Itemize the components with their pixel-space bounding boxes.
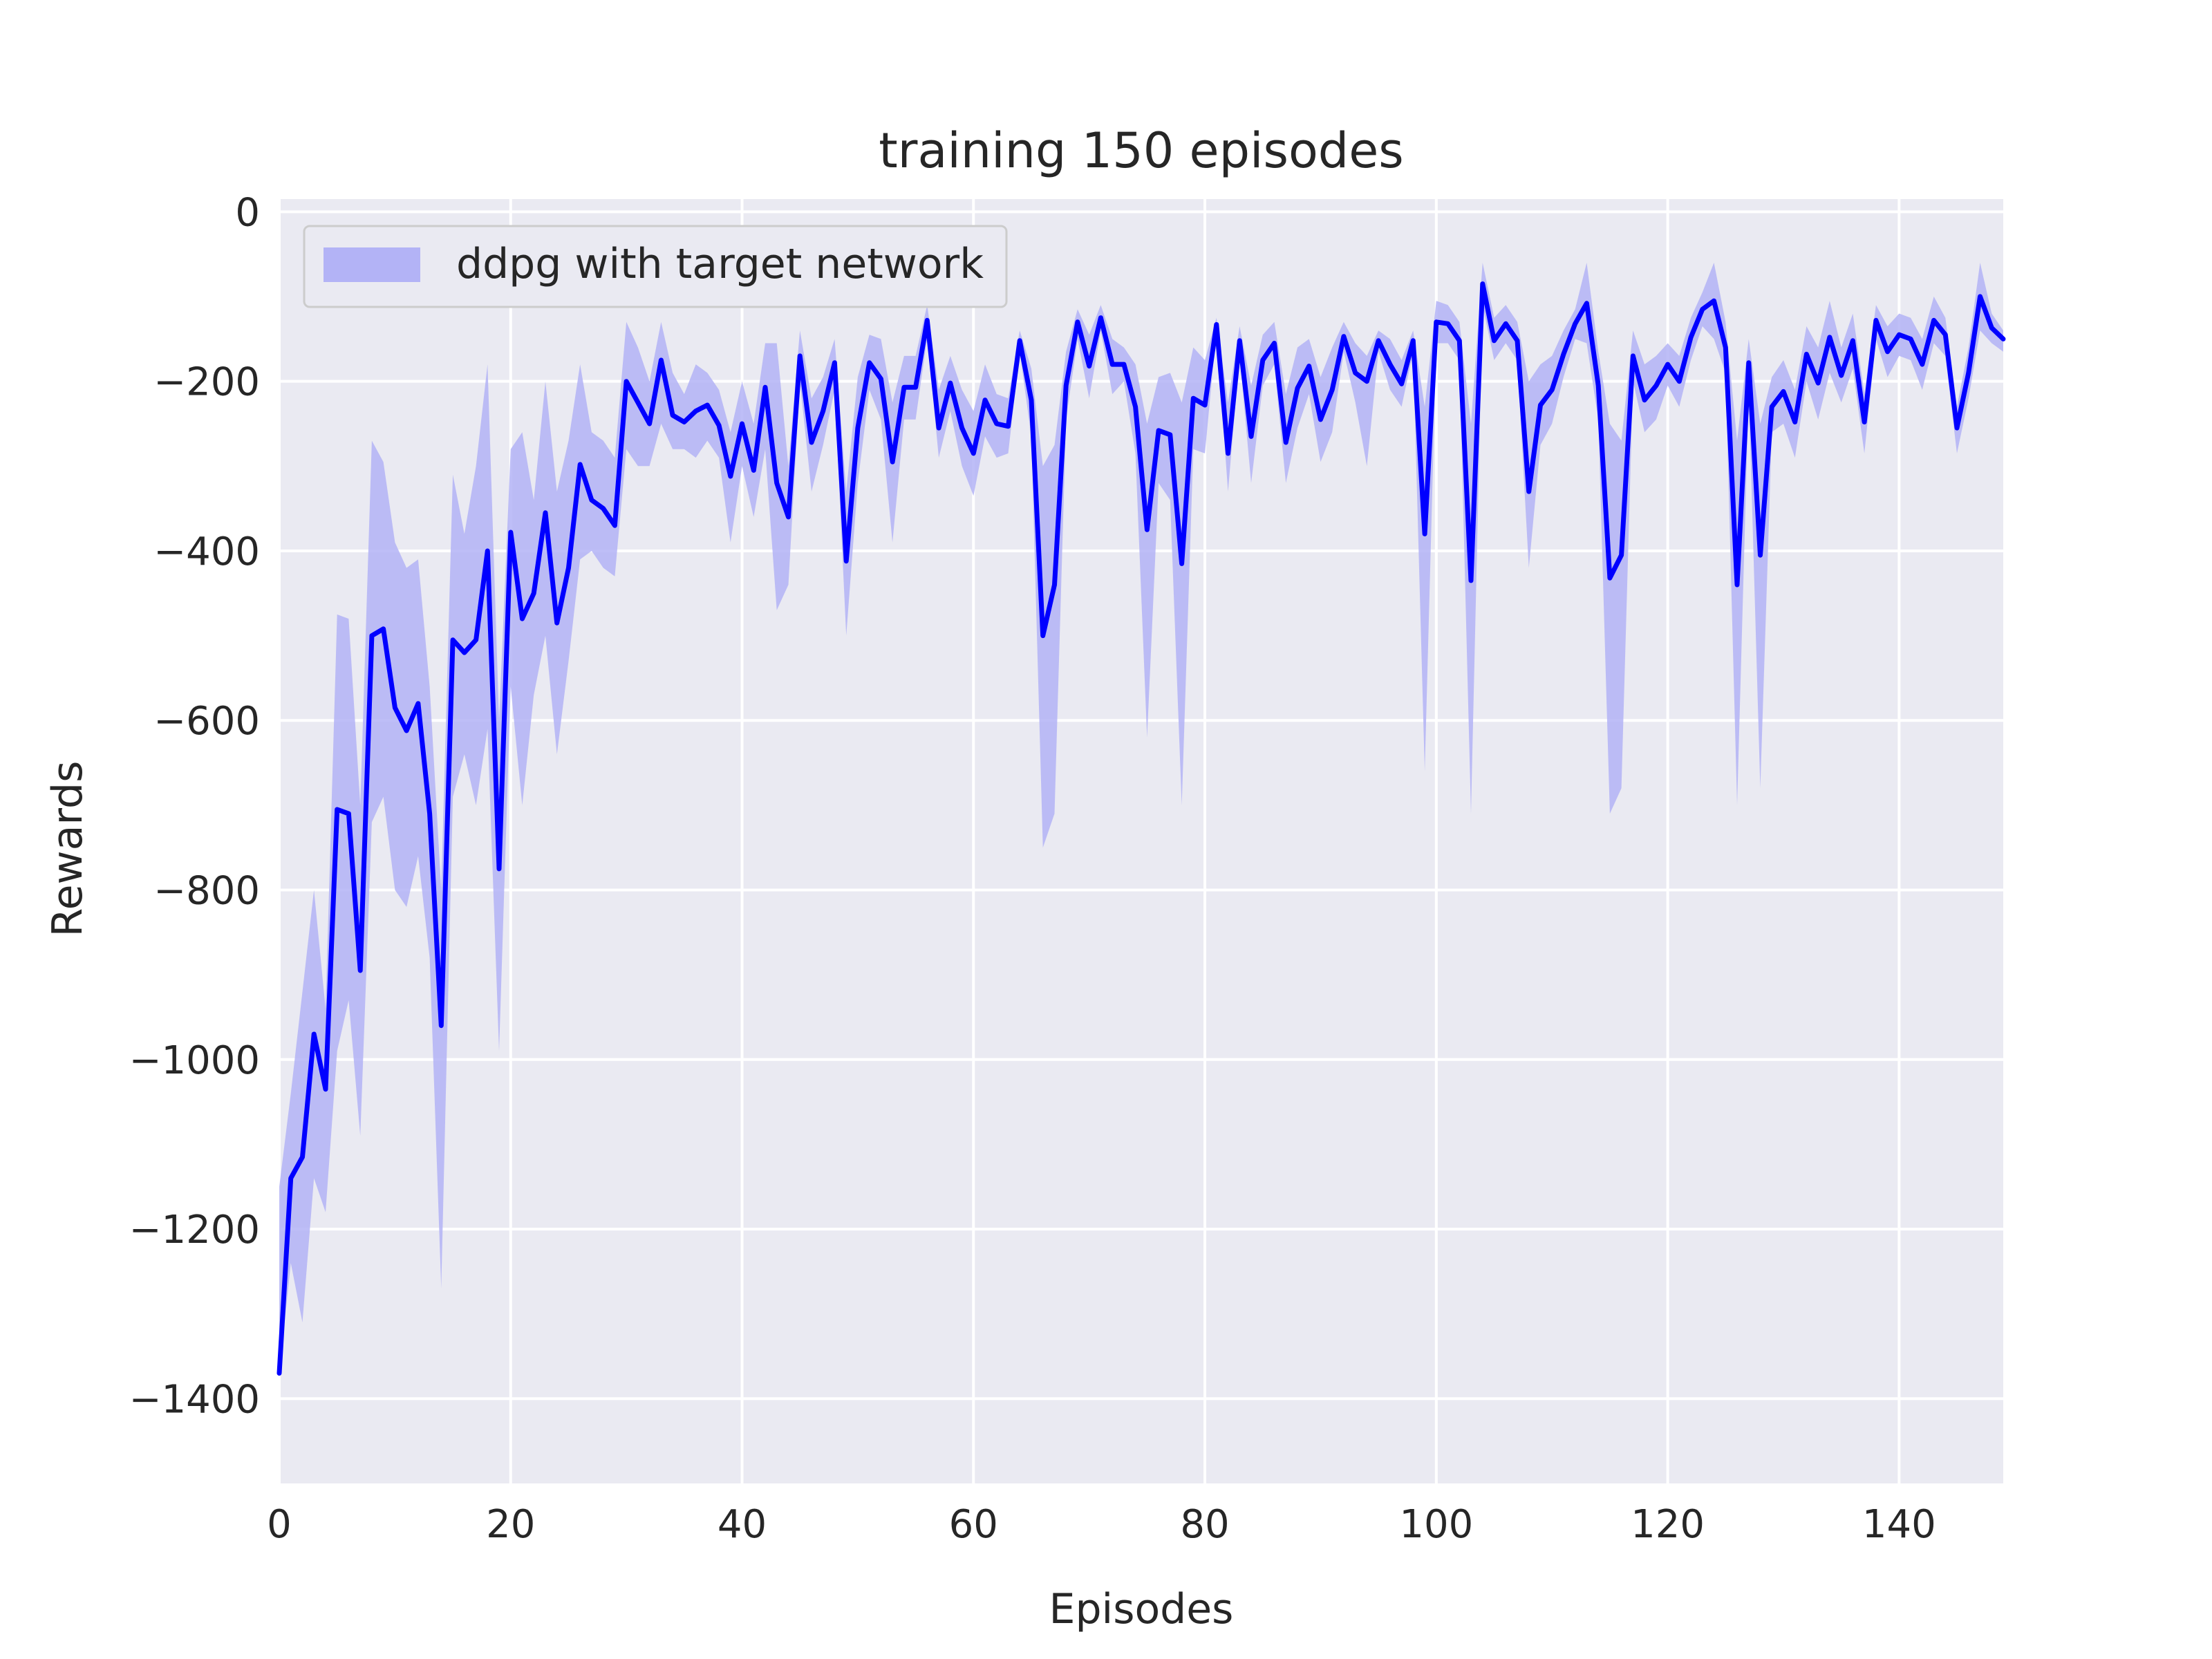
x-tick-label: 120 bbox=[1631, 1502, 1705, 1547]
y-tick-label: −1000 bbox=[129, 1038, 260, 1083]
x-tick-label: 40 bbox=[718, 1502, 767, 1547]
x-tick-label: 0 bbox=[267, 1502, 292, 1547]
series-line bbox=[276, 281, 2006, 1376]
legend-label: ddpg with target network bbox=[456, 240, 984, 288]
legend: ddpg with target network bbox=[303, 225, 1008, 308]
y-tick-label: −400 bbox=[153, 529, 260, 574]
legend-frame bbox=[303, 225, 1008, 308]
x-tick-label: 60 bbox=[949, 1502, 998, 1547]
y-tick-labels: 0 −200 −400 −600 −800 −1000 −1200 −1400 bbox=[129, 190, 260, 1422]
y-tick-label: −600 bbox=[153, 699, 260, 744]
y-tick-label: −200 bbox=[153, 360, 260, 405]
x-tick-label: 100 bbox=[1399, 1502, 1473, 1547]
x-tick-label: 80 bbox=[1180, 1502, 1229, 1547]
legend-swatch bbox=[324, 247, 420, 282]
x-tick-label: 140 bbox=[1862, 1502, 1936, 1547]
chart-title: training 150 episodes bbox=[879, 122, 1404, 179]
y-tick-label: 0 bbox=[235, 190, 260, 235]
x-axis-label: Episodes bbox=[1049, 1585, 1234, 1633]
x-tick-label: 20 bbox=[486, 1502, 535, 1547]
y-tick-label: −1200 bbox=[129, 1208, 260, 1253]
y-tick-label: −800 bbox=[153, 869, 260, 914]
y-tick-label: −1400 bbox=[129, 1377, 260, 1422]
y-axis-label: Rewards bbox=[44, 761, 92, 937]
x-tick-labels: 0 20 40 60 80 100 120 140 bbox=[267, 1502, 1936, 1547]
